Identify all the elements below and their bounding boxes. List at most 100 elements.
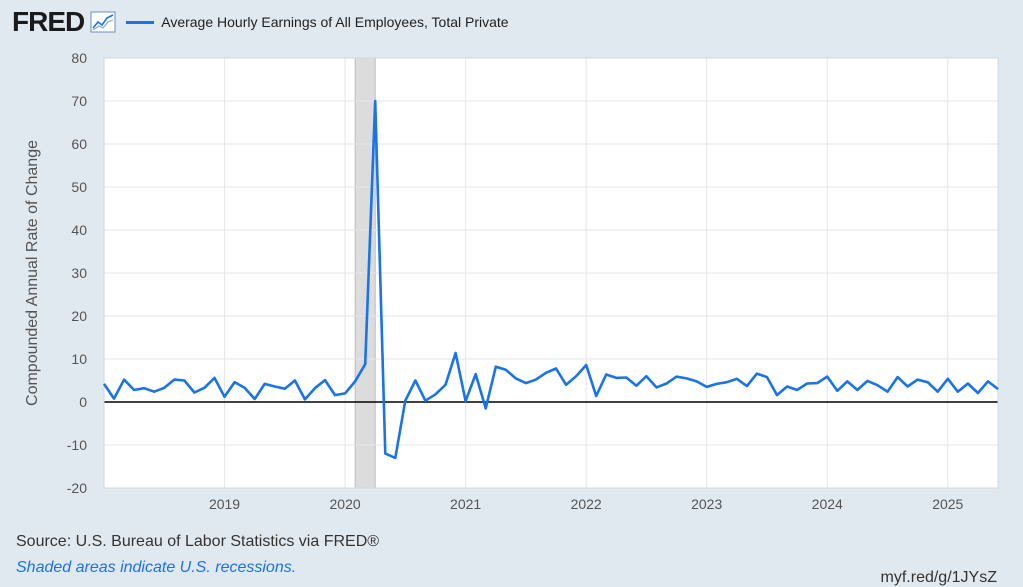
x-tick-label: 2019 <box>209 496 240 512</box>
data-point <box>705 386 708 389</box>
y-tick-label: 10 <box>71 351 87 367</box>
data-point <box>535 378 538 381</box>
data-point <box>555 367 558 370</box>
x-tick-label: 2023 <box>691 496 722 512</box>
fred-logo[interactable]: FRED <box>12 6 85 37</box>
data-point <box>223 395 226 398</box>
data-point <box>324 379 327 382</box>
y-tick-label: 80 <box>71 50 87 66</box>
data-point <box>484 407 487 410</box>
chart-header: FRED Average Hourly Earnings of All Empl… <box>12 6 509 38</box>
data-point <box>253 398 256 401</box>
data-point <box>113 397 116 400</box>
y-tick-label: 20 <box>71 308 87 324</box>
legend-swatch <box>126 20 155 24</box>
data-point <box>605 373 608 376</box>
data-point <box>474 373 477 376</box>
data-point <box>213 377 216 380</box>
data-point <box>675 375 678 378</box>
data-point <box>575 375 578 378</box>
data-point <box>504 368 507 371</box>
data-point <box>655 386 658 389</box>
data-point <box>404 399 407 402</box>
data-point <box>585 364 588 367</box>
data-point <box>846 380 849 383</box>
data-point <box>916 378 919 381</box>
data-point <box>394 457 397 460</box>
data-point <box>745 385 748 388</box>
data-point <box>123 378 126 381</box>
x-tick-label: 2022 <box>571 496 602 512</box>
x-tick-label: 2024 <box>812 496 843 512</box>
data-point <box>233 381 236 384</box>
data-point <box>303 398 306 401</box>
x-tick-label: 2021 <box>450 496 481 512</box>
source-note: Source: U.S. Bureau of Labor Statistics … <box>16 533 380 550</box>
data-point <box>173 378 176 381</box>
data-point <box>826 375 829 378</box>
line-chart-icon[interactable] <box>90 11 116 33</box>
data-point <box>725 381 728 384</box>
data-point <box>384 452 387 455</box>
data-point <box>926 381 929 384</box>
y-tick-label: 70 <box>71 93 87 109</box>
data-point <box>153 390 156 393</box>
data-point <box>906 385 909 388</box>
data-point <box>444 383 447 386</box>
short-url-link[interactable]: myf.red/g/1JYsZ <box>880 569 997 586</box>
y-tick-label: 0 <box>79 394 87 410</box>
data-point <box>243 386 246 389</box>
data-point <box>283 387 286 390</box>
data-point <box>946 377 949 380</box>
data-point <box>876 384 879 387</box>
data-point <box>374 100 377 103</box>
data-point <box>685 377 688 380</box>
data-point <box>625 376 628 379</box>
data-point <box>966 382 969 385</box>
data-point <box>314 387 317 390</box>
data-point <box>936 390 939 393</box>
data-point <box>203 386 206 389</box>
y-tick-label: 50 <box>71 179 87 195</box>
data-point <box>414 379 417 382</box>
data-point <box>836 389 839 392</box>
data-point <box>434 393 437 396</box>
data-point <box>645 375 648 378</box>
data-point <box>273 385 276 388</box>
data-point <box>334 394 337 397</box>
data-point <box>193 391 196 394</box>
data-point <box>886 390 889 393</box>
data-point <box>344 392 347 395</box>
data-point <box>183 379 186 382</box>
data-point <box>956 390 959 393</box>
y-tick-label: 30 <box>71 265 87 281</box>
data-point <box>896 376 899 379</box>
y-tick-label: -10 <box>67 437 87 453</box>
y-axis-title: Compounded Annual Rate of Change <box>24 140 41 406</box>
data-point <box>997 388 1000 391</box>
data-point <box>866 380 869 383</box>
data-point <box>756 372 759 375</box>
data-point <box>635 384 638 387</box>
data-point <box>987 380 990 383</box>
data-point <box>695 380 698 383</box>
data-point <box>977 392 980 395</box>
legend-label: Average Hourly Earnings of All Employees… <box>161 14 509 30</box>
data-point <box>806 382 809 385</box>
data-point <box>364 363 367 366</box>
data-point <box>424 399 427 402</box>
data-point <box>735 377 738 380</box>
data-point <box>514 377 517 380</box>
x-tick-label: 2025 <box>932 496 963 512</box>
data-point <box>293 379 296 382</box>
y-tick-label: -20 <box>67 480 87 496</box>
data-point <box>494 365 497 368</box>
data-point <box>816 382 819 385</box>
data-point <box>263 383 266 386</box>
data-point <box>354 380 357 383</box>
data-point <box>776 394 779 397</box>
data-point <box>766 376 769 379</box>
data-point <box>856 389 859 392</box>
y-tick-label: 40 <box>71 222 87 238</box>
